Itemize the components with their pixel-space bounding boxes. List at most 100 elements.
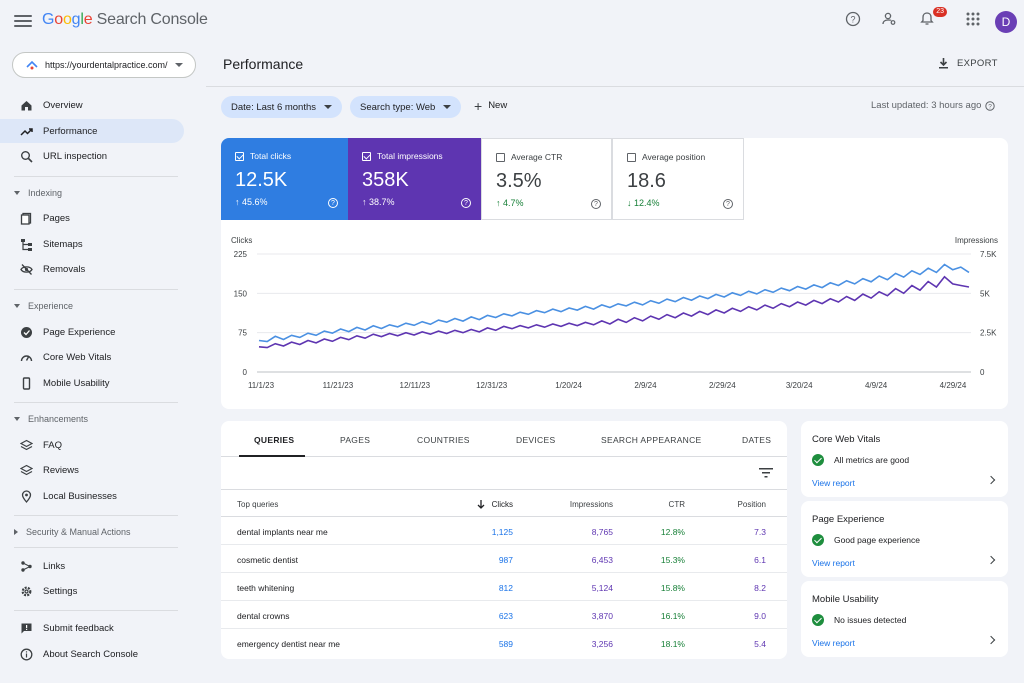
tab-countries[interactable]: COUNTRIES — [417, 435, 470, 445]
column-header-impressions[interactable]: Impressions — [569, 500, 613, 509]
logo-letter: o — [62, 11, 72, 28]
svg-text:?: ? — [989, 103, 993, 110]
tab-dates[interactable]: DATES — [742, 435, 772, 445]
cell-clicks: 987 — [498, 555, 513, 565]
sidebar-item-label: Performance — [43, 125, 98, 137]
download-icon — [939, 58, 948, 69]
help-icon[interactable]: ? — [723, 199, 733, 209]
chevron-right-icon[interactable] — [986, 555, 996, 565]
sidebar-item-reviews[interactable]: Reviews — [0, 458, 184, 482]
column-header-position[interactable]: Position — [737, 500, 766, 509]
property-selector[interactable]: https://yourdentalpractice.com/ — [12, 52, 196, 78]
apps-icon[interactable] — [965, 11, 985, 31]
metric-total-clicks[interactable]: Total clicks 12.5K ↑ 45.6% ? — [221, 138, 348, 220]
info-icon — [20, 648, 33, 660]
checkbox[interactable] — [362, 151, 371, 161]
section-label: Enhancements — [28, 414, 89, 424]
tab-search-appearance[interactable]: SEARCH APPEARANCE — [601, 435, 702, 445]
checkbox[interactable] — [627, 152, 636, 162]
status-text: No issues detected — [834, 615, 907, 625]
sidebar-item-removals[interactable]: Removals — [0, 257, 184, 281]
help-icon[interactable]: ? — [461, 198, 471, 208]
last-updated-text: Last updated: 3 hours ago — [871, 100, 982, 111]
checkbox[interactable] — [235, 151, 244, 161]
manage-users-icon[interactable] — [881, 11, 901, 31]
table-row[interactable]: cosmetic dentist 987 6,453 15.3% 6.1 — [221, 545, 787, 573]
table-row[interactable]: dental implants near me 1,125 8,765 12.8… — [221, 517, 787, 545]
new-filter-button[interactable]: + New — [474, 99, 507, 113]
logo-product-name: Search Console — [96, 11, 208, 28]
logo-letter: g — [71, 11, 81, 28]
sidebar-item-mobile-usability[interactable]: Mobile Usability — [0, 371, 184, 395]
sidebar-item-core-web-vitals[interactable]: Core Web Vitals — [0, 345, 184, 369]
table-row[interactable]: dental crowns 623 3,870 16.1% 9.0 — [221, 601, 787, 629]
x-axis-tick: 2/9/24 — [634, 381, 657, 390]
sidebar-item-submit-feedback[interactable]: Submit feedback — [0, 616, 184, 640]
help-icon[interactable]: ? — [591, 199, 601, 209]
view-report-link[interactable]: View report — [812, 478, 855, 488]
sidebar-item-label: About Search Console — [43, 648, 139, 660]
divider — [206, 86, 1024, 87]
cell-query: dental implants near me — [237, 527, 328, 537]
sidebar-item-url-inspection[interactable]: URL inspection — [0, 144, 184, 168]
help-icon[interactable]: ? — [845, 11, 865, 31]
section-enhancements[interactable]: Enhancements — [14, 414, 88, 424]
smartphone-icon — [22, 376, 31, 390]
checkbox[interactable] — [496, 152, 505, 162]
sidebar-item-label: Page Experience — [43, 326, 116, 338]
sidebar-item-overview[interactable]: Overview — [0, 93, 184, 117]
cell-clicks: 1,125 — [491, 527, 513, 537]
export-button[interactable]: EXPORT — [938, 57, 998, 69]
sidebar-item-links[interactable]: Links — [0, 554, 184, 578]
metric-change: ↑ 45.6% — [235, 197, 268, 207]
export-label: EXPORT — [957, 57, 998, 69]
sidebar-item-about[interactable]: About Search Console — [0, 642, 184, 666]
chevron-right-icon[interactable] — [986, 475, 996, 485]
tab-queries[interactable]: QUERIES — [254, 435, 295, 445]
view-report-link[interactable]: View report — [812, 638, 855, 648]
sidebar-item-label: FAQ — [43, 439, 63, 451]
sidebar-item-local-businesses[interactable]: Local Businesses — [0, 484, 184, 508]
column-header-clicks[interactable]: Clicks — [491, 500, 513, 509]
sort-arrow-icon[interactable] — [477, 500, 485, 511]
filter-icon[interactable] — [759, 468, 773, 478]
metric-total-impressions[interactable]: Total impressions 358K ↑ 38.7% ? — [348, 138, 481, 220]
cell-impressions: 8,765 — [591, 527, 613, 537]
metric-label: Total clicks — [250, 151, 292, 161]
sidebar-item-settings[interactable]: Settings — [0, 579, 184, 603]
metric-value: 3.5% — [496, 170, 542, 192]
menu-icon[interactable] — [14, 12, 32, 30]
sidebar-item-sitemaps[interactable]: Sitemaps — [0, 232, 184, 256]
date-filter-chip[interactable]: Date: Last 6 months — [221, 96, 343, 118]
table-row[interactable]: emergency dentist near me 589 3,256 18.1… — [221, 629, 787, 657]
tab-devices[interactable]: DEVICES — [516, 435, 556, 445]
chevron-right-icon[interactable] — [986, 635, 996, 645]
section-experience[interactable]: Experience — [14, 301, 73, 311]
performance-chart[interactable]: Clicks Impressions 225 150 75 0 7.5K 5K 2.5K 0… — [221, 230, 1008, 405]
search-type-filter-chip[interactable]: Search type: Web — [350, 96, 462, 118]
logo[interactable]: Google Search Console — [42, 11, 208, 29]
column-header-query[interactable]: Top queries — [237, 500, 279, 509]
sidebar-item-page-experience[interactable]: Page Experience — [0, 320, 184, 344]
metric-average-ctr[interactable]: Average CTR 3.5% ↑ 4.7% ? — [481, 138, 612, 220]
section-security[interactable]: Security & Manual Actions — [14, 527, 131, 537]
section-label: Experience — [28, 301, 74, 311]
table-header: Top queries Clicks Impressions CTR Posit… — [221, 489, 787, 517]
avatar[interactable]: D — [995, 11, 1017, 33]
layers-icon — [20, 439, 33, 450]
sidebar-item-performance[interactable]: Performance — [0, 119, 184, 143]
cell-position: 9.0 — [754, 611, 766, 621]
sidebar-item-faq[interactable]: FAQ — [0, 433, 184, 457]
help-icon[interactable]: ? — [328, 198, 338, 208]
view-report-link[interactable]: View report — [812, 558, 855, 568]
sidebar-item-pages[interactable]: Pages — [0, 206, 184, 230]
section-indexing[interactable]: Indexing — [14, 188, 62, 198]
column-header-ctr[interactable]: CTR — [668, 500, 685, 509]
tab-pages[interactable]: PAGES — [340, 435, 371, 445]
metric-average-position[interactable]: Average position 18.6 ↓ 12.4% ? — [612, 138, 744, 220]
bell-icon[interactable]: 23 — [919, 7, 947, 31]
chevron-down-icon — [443, 105, 452, 109]
sidebar: https://yourdentalpractice.com/ Overview… — [0, 44, 196, 683]
table-row[interactable]: teeth whitening 812 5,124 15.8% 8.2 — [221, 573, 787, 601]
help-icon[interactable]: ? — [985, 100, 996, 111]
